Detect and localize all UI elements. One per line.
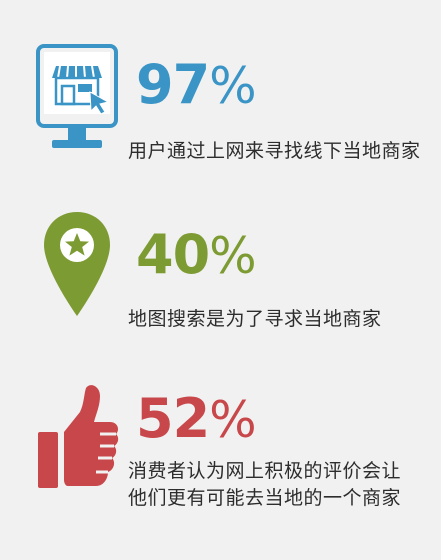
stat-value: 52% <box>136 387 257 450</box>
stat-map-search: 40% 地图搜索是为了寻求当地商家 <box>0 180 441 350</box>
stat-description: 消费者认为网上积极的评价会让 他们更有可能去当地的一个商家 <box>128 458 401 512</box>
stat-description: 用户通过上网来寻找线下当地商家 <box>128 140 421 162</box>
storefront-monitor-icon <box>36 44 118 148</box>
thumbs-up-icon <box>38 385 119 488</box>
stat-positive-reviews: 52% 消费者认为网上积极的评价会让 他们更有可能去当地的一个商家 <box>0 350 441 560</box>
map-pin-star-icon <box>44 212 110 316</box>
stat-value: 97% <box>136 53 257 116</box>
stat-value: 40% <box>136 223 257 286</box>
stat-online-search: 97% 用户通过上网来寻找线下当地商家 <box>0 0 441 180</box>
description-line: 消费者认为网上积极的评价会让 <box>128 460 402 482</box>
description-line: 他们更有可能去当地的一个商家 <box>128 487 402 509</box>
stat-description: 地图搜索是为了寻求当地商家 <box>128 308 382 330</box>
